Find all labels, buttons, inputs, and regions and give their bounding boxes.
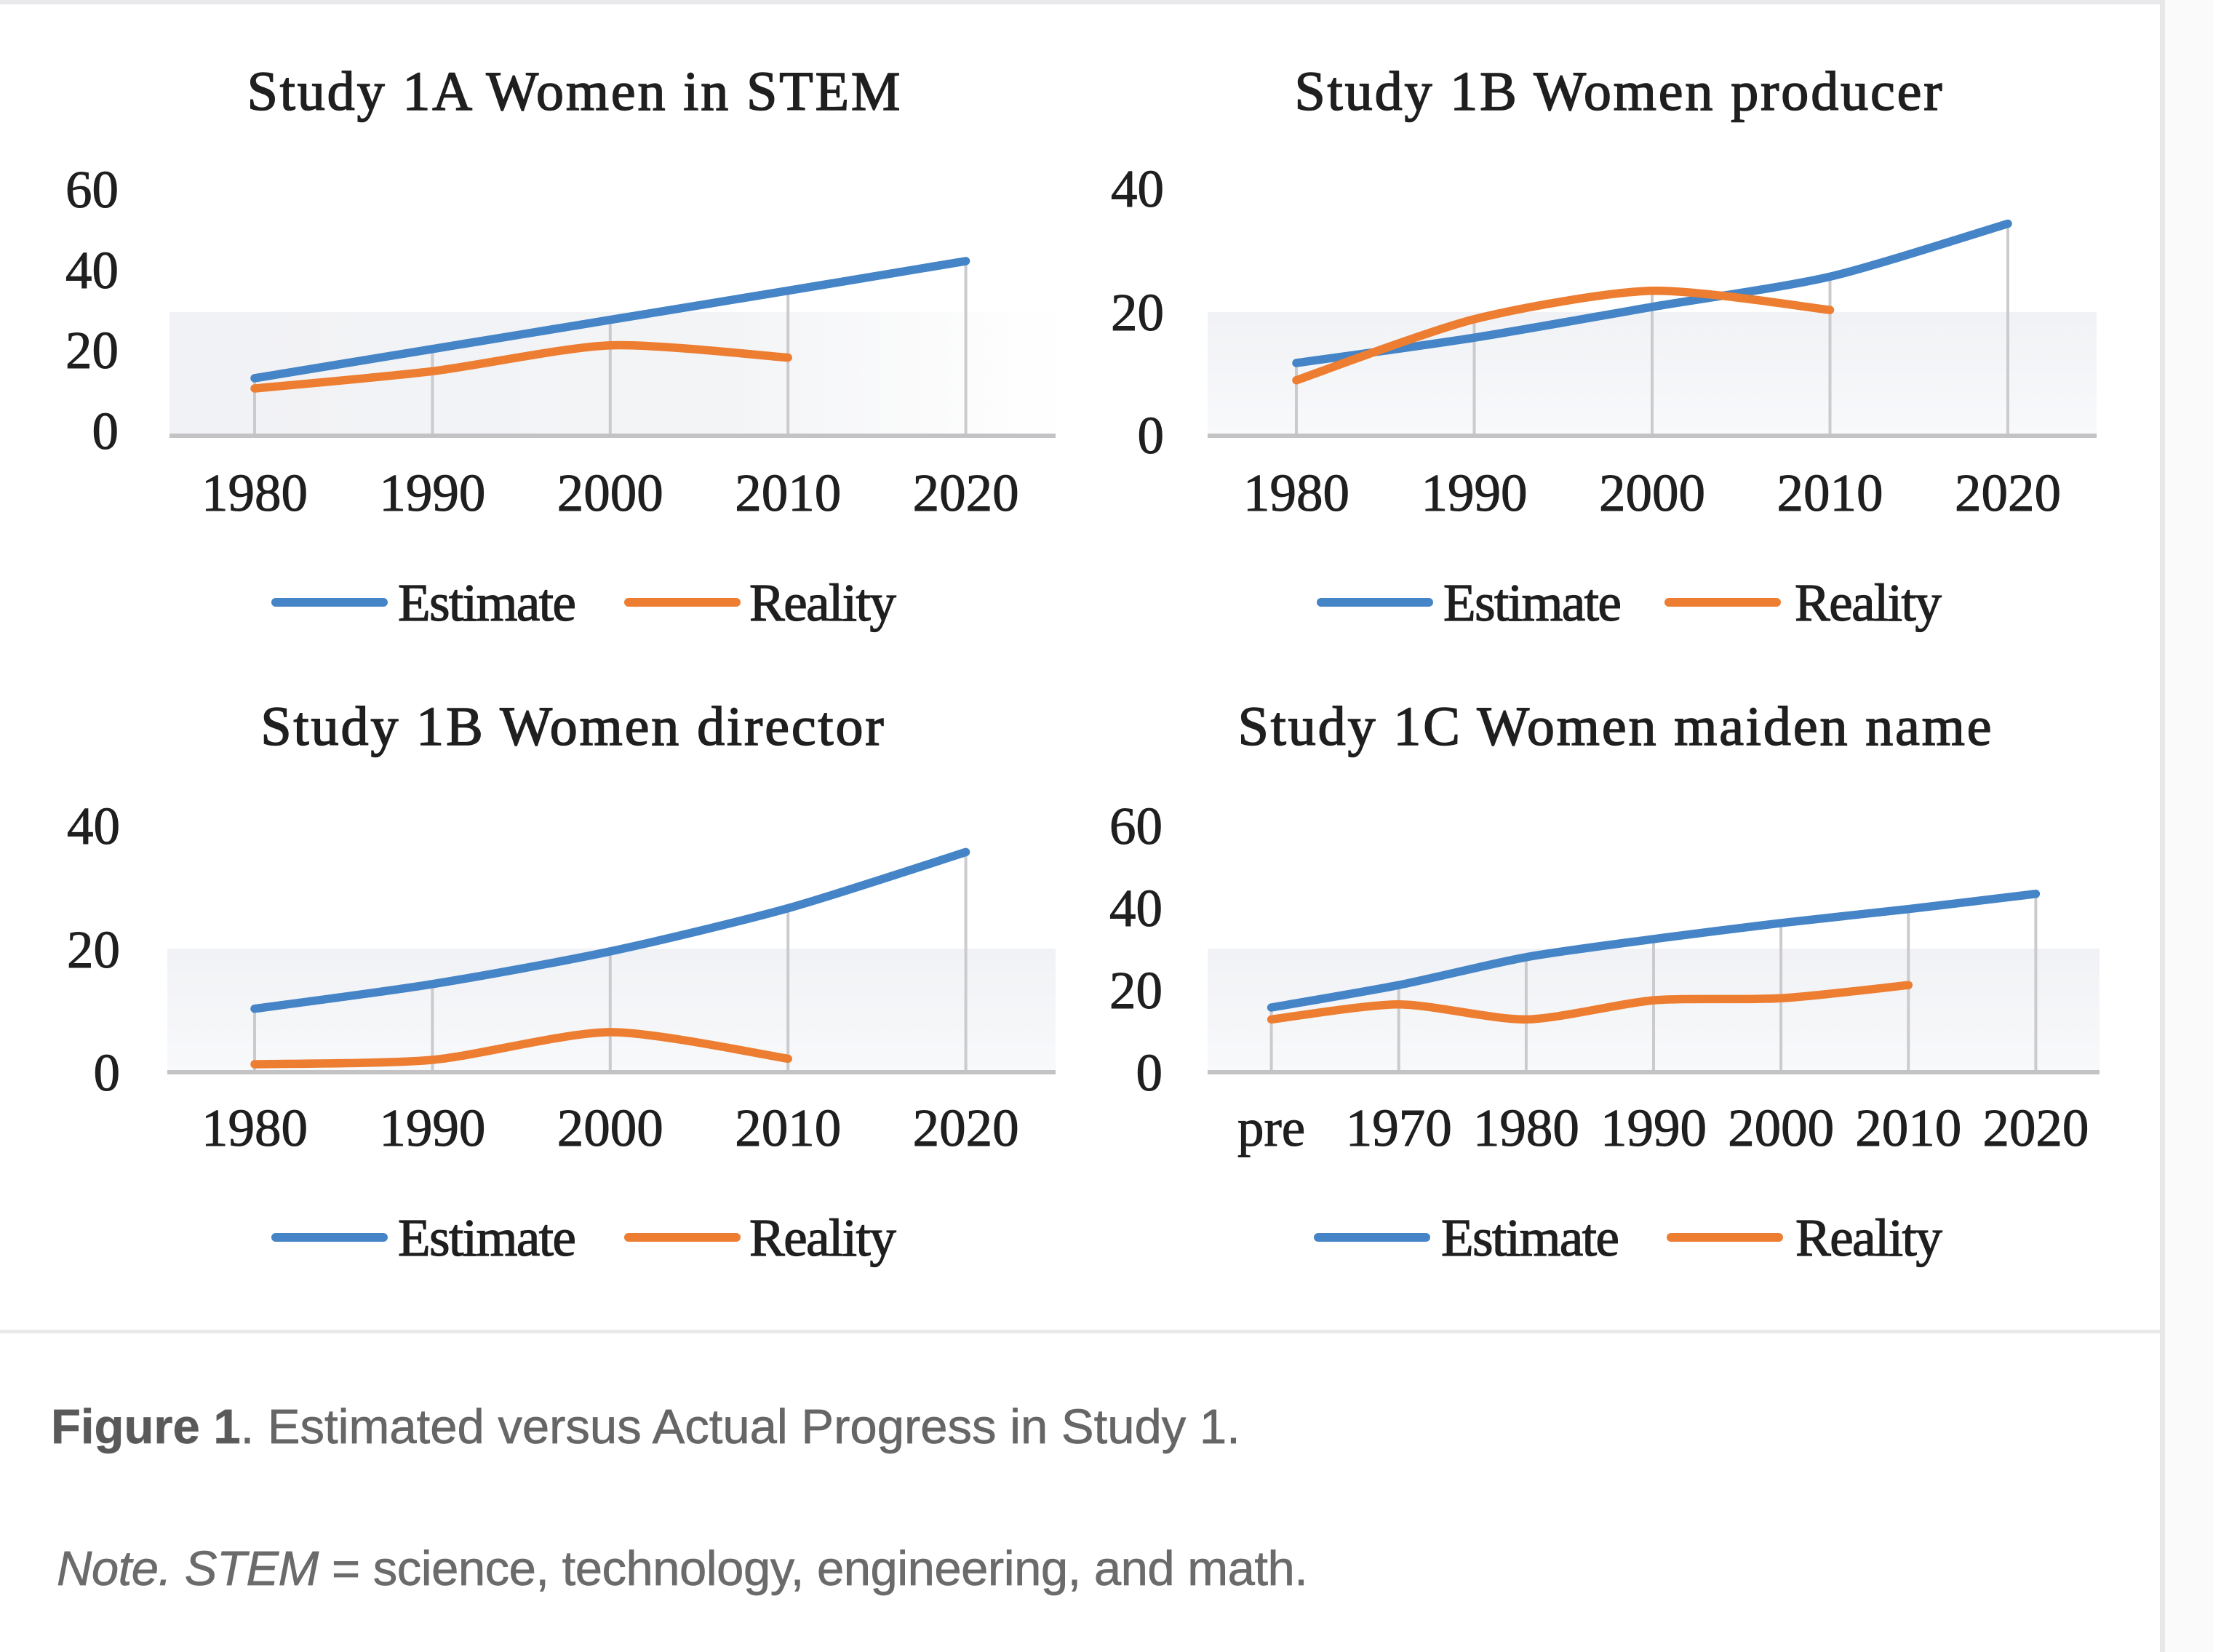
svg-text:60: 60 [65, 160, 119, 219]
svg-text:1980: 1980 [202, 1098, 308, 1157]
svg-text:40: 40 [65, 241, 119, 300]
svg-text:40: 40 [1109, 879, 1163, 938]
svg-text:2000: 2000 [1728, 1098, 1834, 1157]
svg-text:0: 0 [1136, 1043, 1163, 1102]
svg-text:20: 20 [1109, 961, 1163, 1020]
svg-text:0: 0 [94, 1043, 121, 1102]
svg-text:2010: 2010 [1777, 463, 1883, 522]
svg-text:2020: 2020 [913, 463, 1019, 522]
svg-text:1990: 1990 [379, 1098, 485, 1157]
svg-text:1970: 1970 [1346, 1098, 1452, 1157]
svg-text:2010: 2010 [735, 463, 841, 522]
svg-text:1990: 1990 [1421, 463, 1528, 522]
svg-text:20: 20 [67, 920, 120, 979]
svg-text:2010: 2010 [735, 1098, 841, 1157]
svg-text:2010: 2010 [1855, 1098, 1961, 1157]
svg-text:20: 20 [65, 321, 119, 380]
svg-text:Estimate: Estimate [1443, 573, 1620, 632]
svg-text:Study 1A Women in STEM: Study 1A Women in STEM [247, 61, 903, 122]
svg-text:Reality: Reality [749, 1208, 896, 1267]
svg-text:2000: 2000 [1599, 463, 1705, 522]
svg-text:1980: 1980 [202, 463, 308, 522]
svg-text:60: 60 [1109, 797, 1163, 855]
svg-text:1980: 1980 [1473, 1098, 1579, 1157]
svg-text:Estimate: Estimate [398, 573, 575, 632]
svg-text:Estimate: Estimate [1441, 1208, 1618, 1267]
svg-text:Study 1B Women producer: Study 1B Women producer [1295, 61, 1945, 122]
svg-text:40: 40 [1111, 159, 1164, 218]
svg-text:pre: pre [1237, 1098, 1305, 1157]
svg-text:Estimate: Estimate [398, 1208, 575, 1267]
svg-text:40: 40 [67, 797, 120, 855]
svg-text:Reality: Reality [1795, 1208, 1942, 1267]
svg-text:20: 20 [1111, 283, 1164, 342]
svg-text:2000: 2000 [557, 463, 663, 522]
svg-text:1990: 1990 [379, 463, 485, 522]
svg-text:Study 1B Women director: Study 1B Women director [260, 696, 885, 757]
svg-text:1980: 1980 [1243, 463, 1349, 522]
svg-text:Reality: Reality [1795, 573, 1942, 632]
svg-text:1990: 1990 [1600, 1098, 1707, 1157]
svg-text:0: 0 [92, 402, 119, 460]
svg-text:2020: 2020 [1982, 1098, 2089, 1157]
svg-text:2020: 2020 [913, 1098, 1019, 1157]
svg-text:2000: 2000 [557, 1098, 663, 1157]
svg-text:2020: 2020 [1955, 463, 2061, 522]
svg-text:Reality: Reality [749, 573, 896, 632]
svg-text:0: 0 [1138, 406, 1165, 465]
svg-text:Study 1C Women maiden name: Study 1C Women maiden name [1238, 696, 1994, 757]
